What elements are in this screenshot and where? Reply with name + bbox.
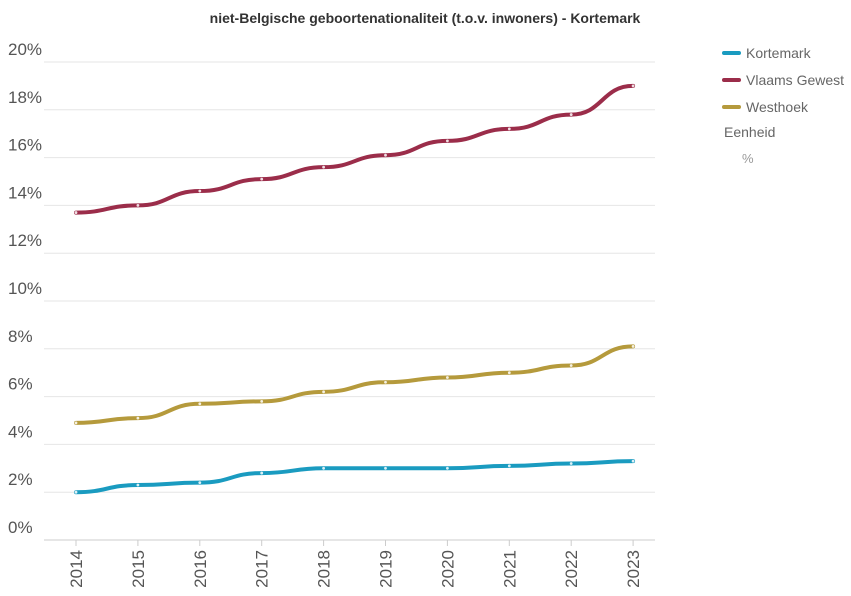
y-tick-label: 0% — [8, 518, 33, 537]
legend-item[interactable]: Vlaams Gewest — [722, 72, 844, 88]
data-point — [631, 345, 635, 348]
data-point — [322, 390, 325, 394]
data-point — [446, 139, 449, 143]
data-point — [198, 481, 202, 485]
data-point — [198, 189, 202, 193]
y-tick-label: 6% — [8, 375, 33, 394]
data-point — [136, 416, 140, 420]
legend-label: Westhoek — [746, 99, 809, 115]
y-tick-label: 18% — [8, 88, 42, 107]
legend-label: Vlaams Gewest — [746, 72, 844, 88]
legend-item[interactable]: Westhoek — [722, 99, 809, 115]
data-point — [260, 177, 264, 181]
data-point — [136, 204, 140, 207]
data-point — [446, 466, 449, 470]
series-line — [74, 83, 636, 215]
data-point — [569, 364, 573, 367]
series-westhoek — [74, 344, 636, 425]
x-axis: 2014 2015 2016 2017 2018 2019 2020 2021 2022 2023 — [67, 540, 643, 588]
x-tick-label: 2020 — [438, 550, 457, 588]
y-tick-label: 14% — [8, 183, 42, 202]
series-group — [74, 83, 636, 495]
legend[interactable]: Kortemark Vlaams Gewest Westhoek — [722, 45, 844, 115]
x-tick-label: 2016 — [191, 550, 210, 588]
data-point — [631, 459, 635, 463]
data-point — [569, 113, 573, 116]
data-point — [260, 471, 264, 475]
data-point — [631, 84, 635, 88]
x-tick-label: 2023 — [624, 550, 643, 588]
x-tick-label: 2018 — [315, 550, 334, 588]
y-axis: 0% 2% 4% 6% 8% 10% 12% 14% 16% 18% 20% — [8, 40, 42, 537]
y-tick-label: 4% — [8, 422, 33, 441]
data-point — [507, 464, 511, 468]
y-tick-label: 16% — [8, 136, 42, 155]
x-tick-label: 2014 — [67, 550, 86, 588]
legend-label: Kortemark — [746, 45, 812, 61]
unit-label: Eenheid — [724, 124, 775, 140]
data-point — [136, 483, 140, 487]
y-tick-label: 2% — [8, 470, 33, 489]
data-point — [384, 466, 387, 470]
series-line — [74, 459, 636, 495]
data-point — [507, 127, 511, 131]
data-point — [569, 462, 573, 465]
data-point — [74, 211, 78, 214]
data-point — [446, 376, 449, 379]
data-point — [260, 399, 264, 403]
data-point — [507, 371, 511, 375]
series-vlaams-gewest — [74, 83, 636, 215]
x-tick-label: 2017 — [253, 550, 272, 588]
data-point — [74, 490, 78, 494]
data-point — [384, 380, 387, 384]
legend-item[interactable]: Kortemark — [722, 45, 812, 61]
x-tick-label: 2022 — [562, 550, 581, 588]
y-tick-label: 8% — [8, 327, 33, 346]
x-tick-label: 2021 — [500, 550, 519, 588]
data-point — [198, 402, 202, 406]
series-kortemark — [74, 459, 636, 495]
series-line — [74, 344, 636, 425]
x-tick-label: 2015 — [129, 550, 148, 588]
data-point — [322, 466, 325, 470]
y-tick-label: 10% — [8, 279, 42, 298]
data-point — [384, 153, 387, 157]
unit-value: % — [742, 151, 754, 166]
gridlines — [44, 61, 655, 541]
y-tick-label: 12% — [8, 231, 42, 250]
x-tick-label: 2019 — [377, 550, 396, 588]
data-point — [322, 165, 325, 169]
chart-title: niet-Belgische geboortenationaliteit (t.… — [210, 10, 641, 26]
data-point — [74, 421, 78, 425]
y-tick-label: 20% — [8, 40, 42, 59]
